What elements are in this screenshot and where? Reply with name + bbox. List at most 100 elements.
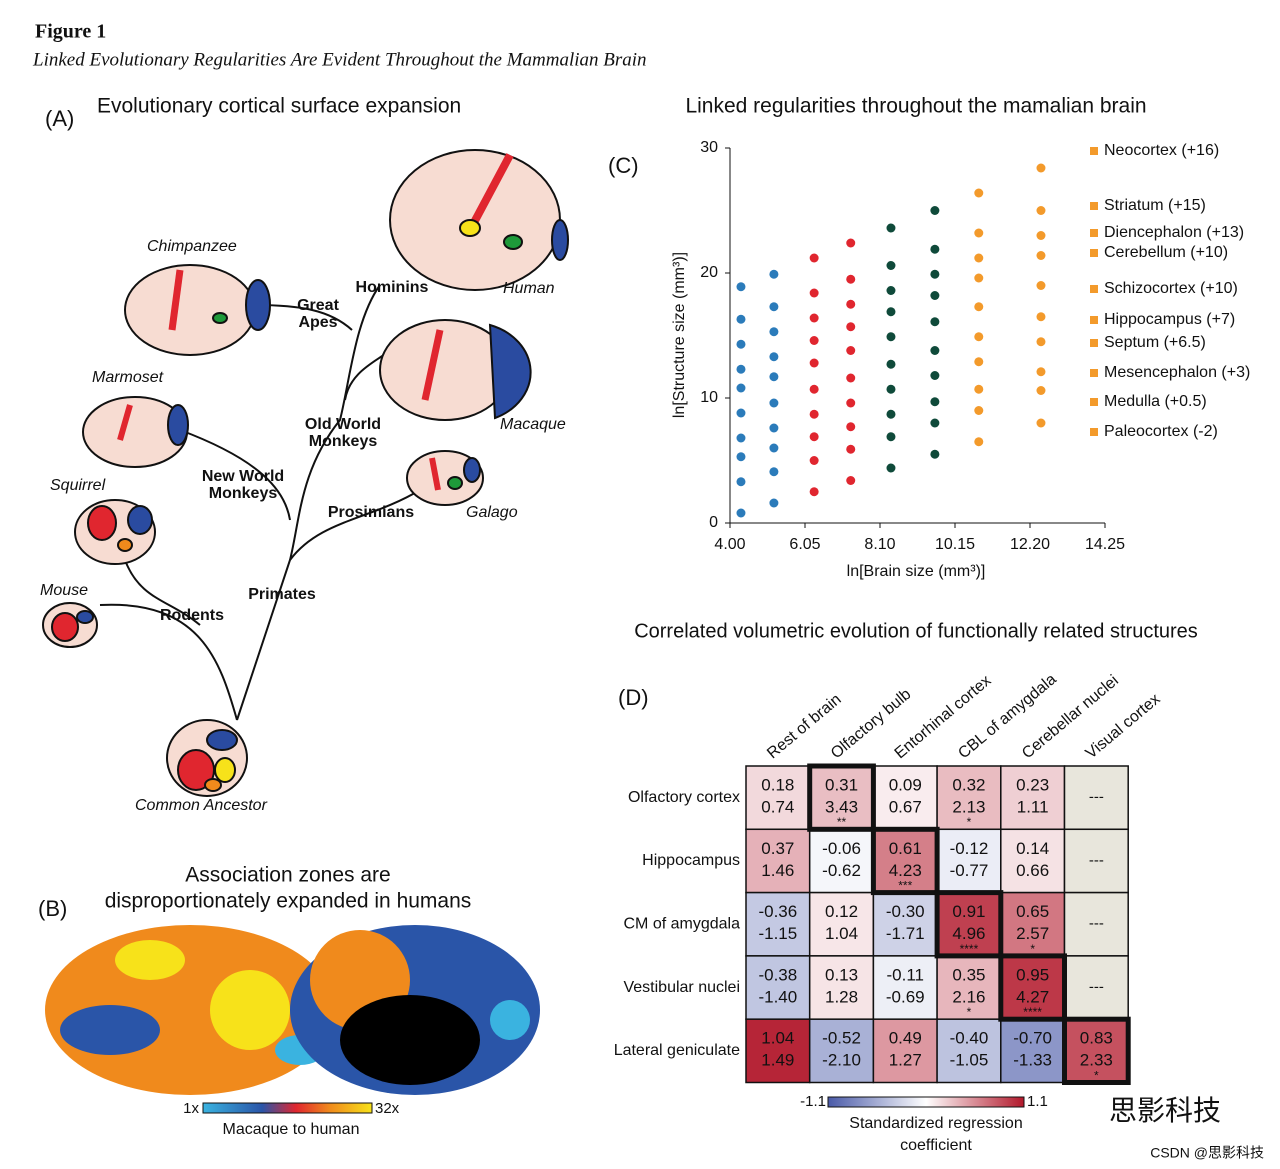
point: [769, 269, 779, 279]
row-label: Hippocampus: [642, 852, 740, 869]
cell: [1000, 955, 1066, 1020]
cell-stars: ***: [898, 878, 912, 892]
point: [930, 418, 940, 428]
point: [930, 269, 940, 279]
cell-coef: -0.52: [822, 1029, 861, 1048]
cell-coef: 0.65: [1016, 902, 1049, 921]
species-label: Marmoset: [92, 369, 164, 386]
point: [974, 273, 984, 283]
cell-coef: -0.70: [1013, 1029, 1052, 1048]
cell-stars: *: [1030, 942, 1035, 956]
cell-stars: ****: [960, 942, 979, 956]
point: [886, 332, 896, 342]
point: [809, 313, 819, 323]
cell-t: 2.13: [952, 797, 985, 816]
colorbar-label: 1.1: [1027, 1093, 1048, 1110]
legend-label: Diencephalon (+13): [1104, 224, 1244, 241]
point: [886, 286, 896, 295]
point: [736, 477, 746, 487]
point: [886, 307, 896, 317]
cell-coef: 0.13: [825, 965, 858, 984]
cell-t: 4.27: [1016, 987, 1049, 1006]
point: [846, 422, 856, 432]
point: [846, 322, 856, 332]
point: [1036, 206, 1046, 215]
point: [886, 384, 896, 394]
colorbar-title: coefficient: [900, 1137, 972, 1154]
point: [1036, 281, 1046, 290]
row-label: Lateral geniculate: [614, 1042, 740, 1059]
y-axis-label: ln[Structure size (mm³)]: [671, 252, 688, 418]
legend-label: Mesencephalon (+3): [1104, 364, 1250, 381]
scatter-chart: 4.00 6.05 8.10 10.15 12.20 14.25 0 10 20 30 Neocor…: [700, 139, 1250, 553]
clade-label: Monkeys: [209, 485, 278, 502]
point: [736, 364, 746, 374]
cell: [936, 828, 1002, 894]
species-label: Mouse: [40, 582, 88, 599]
point: [930, 397, 940, 407]
species-labels: Chimpanzee Human Marmoset Macaque Squirrel Ga…: [40, 238, 566, 814]
cell: [1063, 891, 1129, 957]
point: [886, 432, 896, 442]
cell-t: 1.11: [1017, 797, 1049, 816]
cell-coef: 0.09: [889, 775, 922, 794]
cell: [1000, 891, 1066, 957]
clade-label: New World: [202, 468, 284, 485]
y-tick-label: 10: [700, 389, 718, 406]
point: [886, 223, 896, 233]
cell: [1063, 765, 1129, 831]
species-label: Macaque: [500, 416, 566, 433]
y-tick-label: 0: [709, 514, 718, 531]
point: [846, 373, 856, 383]
cell: [808, 1018, 875, 1084]
cell-t: 0.66: [1016, 861, 1049, 880]
clade-label: Prosimians: [328, 504, 414, 521]
point: [930, 206, 940, 215]
legend-marker: [1090, 339, 1098, 347]
cell-coef: 0.18: [761, 775, 794, 794]
species-label: Galago: [466, 504, 518, 521]
legend-label: Hippocampus (+7): [1104, 311, 1235, 328]
point: [736, 282, 746, 292]
cell-text: ---: [1089, 915, 1104, 932]
cell: [1000, 1018, 1066, 1084]
clade-label: Monkeys: [309, 433, 378, 450]
cell-coef: 0.61: [889, 839, 922, 858]
point: [846, 444, 856, 454]
point: [736, 433, 746, 443]
point: [809, 288, 819, 298]
point: [769, 443, 779, 453]
cell-coef: 0.31: [825, 775, 858, 794]
cell-t: -0.77: [950, 861, 989, 880]
point: [736, 339, 746, 349]
legend-marker: [1090, 229, 1098, 237]
y-tick-label: 20: [700, 264, 718, 281]
row-label: Olfactory cortex: [628, 789, 740, 806]
point: [769, 352, 779, 362]
point: [974, 437, 984, 447]
panel-title: Correlated volumetric evolution of funct…: [634, 620, 1198, 642]
point: [930, 346, 940, 355]
colorbar-title: Standardized regression: [849, 1115, 1022, 1132]
cell: [745, 828, 811, 894]
cell: [1000, 828, 1066, 894]
point: [769, 423, 779, 433]
x-tick-label: 14.25: [1085, 536, 1125, 553]
cell-t: 0.67: [889, 797, 922, 816]
cell-coef: -0.11: [887, 965, 925, 984]
legend-marker: [1090, 285, 1098, 293]
point: [809, 384, 819, 394]
cell-t: 2.33: [1080, 1051, 1113, 1070]
point: [809, 487, 819, 497]
legend-marker: [1090, 369, 1098, 377]
point: [809, 409, 819, 419]
cell-t: -2.10: [822, 1051, 861, 1070]
point: [974, 332, 984, 342]
highlight-border: [998, 953, 1067, 1022]
point: [769, 327, 779, 337]
point: [886, 463, 896, 473]
cell-coef: 1.04: [761, 1029, 794, 1048]
point: [846, 238, 856, 248]
cell: [745, 891, 811, 957]
